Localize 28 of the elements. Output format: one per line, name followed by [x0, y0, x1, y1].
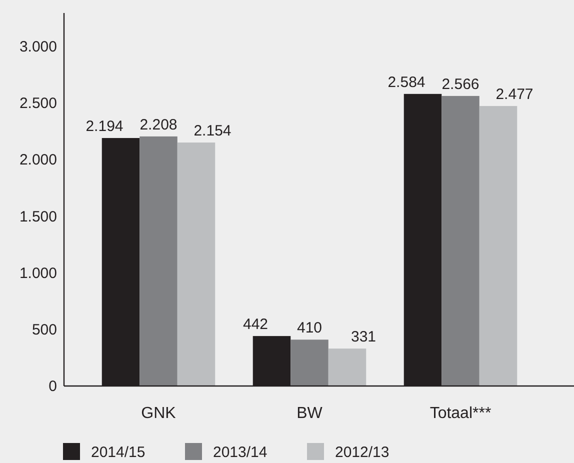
- y-tick-label: 0: [48, 378, 57, 395]
- x-tick-label: GNK: [141, 405, 176, 422]
- data-label: 2.208: [140, 116, 178, 134]
- y-tick-label: 1.000: [19, 264, 57, 282]
- bar: [177, 142, 216, 386]
- x-tick-label: BW: [296, 405, 324, 422]
- bar: [479, 106, 518, 386]
- bar: [442, 96, 480, 386]
- y-tick-label: 2.000: [19, 152, 57, 169]
- y-tick-label: 1.500: [19, 208, 57, 226]
- legend-label: 2013/14: [213, 444, 268, 461]
- data-label: 331: [350, 328, 376, 346]
- y-tick-label: 2.500: [19, 95, 57, 112]
- data-label: 442: [242, 316, 268, 334]
- data-label: 2.194: [86, 118, 124, 136]
- legend-label: 2014/15: [91, 444, 146, 461]
- y-tick-label: 3.000: [19, 38, 57, 56]
- bar: [290, 340, 328, 386]
- data-label: 2.477: [496, 86, 534, 104]
- data-label: 2.584: [388, 74, 426, 91]
- data-label: 2.154: [194, 122, 232, 140]
- x-tick-label: Totaal***: [430, 405, 492, 422]
- y-tick-label: 500: [32, 321, 57, 338]
- data-label: 410: [296, 320, 322, 337]
- bar: [328, 348, 366, 386]
- legend-label: 2012/13: [335, 444, 390, 461]
- bar: [140, 136, 178, 386]
- data-label: 2.566: [442, 76, 480, 93]
